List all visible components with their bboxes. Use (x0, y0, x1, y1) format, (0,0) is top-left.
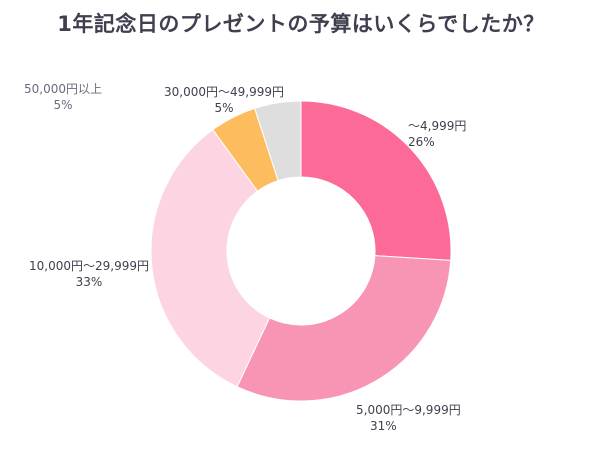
label-slice-0: ～4,999円 26% (408, 118, 466, 150)
donut-slice-4 (254, 100, 302, 182)
label-slice-4: 50,000円以上 5% (18, 81, 108, 113)
donut-slice-1 (236, 255, 452, 402)
label-slice-0-value: 26% (408, 135, 435, 149)
label-slice-1-value: 31% (370, 419, 397, 433)
label-slice-3: 30,000円～49,999円 5% (154, 84, 294, 116)
label-slice-3-value: 5% (214, 101, 234, 115)
label-slice-2: 10,000円～29,999円 33% (14, 258, 164, 290)
chart-title: 1年記念日のプレゼントの予算はいくらでしたか？ (57, 12, 545, 36)
label-slice-2-value: 33% (75, 275, 103, 289)
label-slice-4-value: 5% (53, 98, 73, 112)
label-slice-0-name: ～4,999円 (408, 119, 467, 133)
label-slice-1-name: 5,000円～9,999円 (356, 403, 461, 417)
label-slice-4-name: 50,000円以上 (24, 82, 102, 96)
donut-slice-0 (300, 100, 452, 261)
label-slice-2-name: 10,000円～29,999円 (29, 259, 149, 273)
label-slice-3-name: 30,000円～49,999円 (164, 85, 284, 99)
label-slice-1: 5,000円～9,999円 31% (356, 402, 461, 434)
donut-slice-2 (150, 128, 271, 388)
